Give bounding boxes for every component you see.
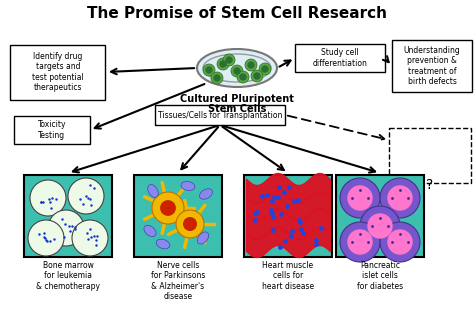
- Circle shape: [380, 178, 420, 218]
- Circle shape: [388, 230, 412, 254]
- Circle shape: [28, 220, 64, 256]
- Ellipse shape: [181, 181, 195, 191]
- Circle shape: [254, 73, 260, 79]
- Text: Study cell
differentiation: Study cell differentiation: [312, 48, 367, 68]
- Circle shape: [30, 180, 66, 216]
- Bar: [295, 44, 385, 72]
- Bar: [24, 175, 112, 257]
- Text: Toxicity
Testing: Toxicity Testing: [38, 120, 66, 140]
- Bar: [389, 127, 471, 183]
- Circle shape: [68, 178, 104, 214]
- Bar: [155, 105, 285, 125]
- Text: Cultured Pluripotent: Cultured Pluripotent: [180, 94, 294, 104]
- Circle shape: [340, 178, 380, 218]
- Ellipse shape: [148, 184, 158, 197]
- Text: Bone marrow
for leukemia
& chemotherapy: Bone marrow for leukemia & chemotherapy: [36, 261, 100, 291]
- Circle shape: [214, 75, 220, 81]
- Circle shape: [368, 214, 392, 238]
- Circle shape: [184, 218, 196, 230]
- Circle shape: [223, 54, 235, 66]
- Circle shape: [251, 70, 263, 82]
- Circle shape: [211, 72, 223, 84]
- Circle shape: [259, 63, 271, 75]
- Circle shape: [348, 230, 372, 254]
- Bar: [244, 175, 332, 257]
- Circle shape: [176, 210, 204, 238]
- Bar: [336, 175, 424, 257]
- Circle shape: [226, 57, 232, 63]
- Circle shape: [161, 201, 175, 215]
- Circle shape: [220, 61, 226, 67]
- Circle shape: [240, 74, 246, 80]
- Ellipse shape: [197, 232, 209, 244]
- Text: Stem Cells: Stem Cells: [208, 104, 266, 114]
- Bar: [392, 40, 472, 92]
- Circle shape: [48, 210, 84, 246]
- Circle shape: [206, 67, 212, 73]
- Bar: [134, 175, 222, 257]
- Circle shape: [237, 71, 249, 83]
- Text: Understanding
prevention &
treatment of
birth defects: Understanding prevention & treatment of …: [404, 46, 460, 86]
- Circle shape: [380, 222, 420, 262]
- Circle shape: [152, 192, 184, 224]
- Circle shape: [231, 65, 243, 77]
- Ellipse shape: [203, 54, 271, 82]
- Circle shape: [245, 59, 257, 71]
- Ellipse shape: [156, 239, 170, 249]
- Ellipse shape: [144, 225, 156, 237]
- Text: ?: ?: [427, 178, 434, 192]
- Text: Tissues/Cells for Transplantation: Tissues/Cells for Transplantation: [158, 110, 282, 119]
- Text: The Promise of Stem Cell Research: The Promise of Stem Cell Research: [87, 7, 387, 21]
- Ellipse shape: [197, 49, 277, 87]
- Bar: [10, 45, 106, 100]
- Circle shape: [262, 66, 268, 72]
- Circle shape: [340, 222, 380, 262]
- Circle shape: [388, 186, 412, 210]
- Circle shape: [217, 58, 229, 70]
- Circle shape: [203, 64, 215, 76]
- Circle shape: [72, 220, 108, 256]
- Text: Nerve cells
for Parkinsons
& Alzheimer's
disease: Nerve cells for Parkinsons & Alzheimer's…: [151, 261, 205, 301]
- Bar: [14, 116, 90, 144]
- Circle shape: [348, 186, 372, 210]
- Circle shape: [234, 68, 240, 74]
- Circle shape: [248, 62, 254, 68]
- Text: Heart muscle
cells for
heart disease: Heart muscle cells for heart disease: [262, 261, 314, 291]
- Text: Identify drug
targets and
test potential
therapeutics: Identify drug targets and test potential…: [32, 52, 84, 92]
- Ellipse shape: [200, 189, 212, 199]
- Text: Pancreatic
islet cells
for diabetes: Pancreatic islet cells for diabetes: [357, 261, 403, 291]
- Circle shape: [360, 206, 400, 246]
